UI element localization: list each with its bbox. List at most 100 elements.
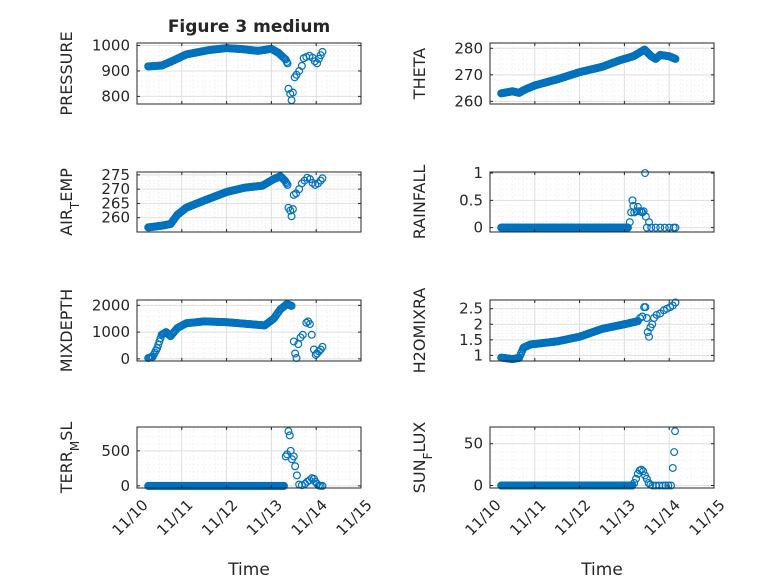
y-axis-label: MIXDEPTH [57,289,76,372]
y-tick-label: 900 [101,62,130,80]
axes-frame [489,42,715,105]
data-series [497,169,680,232]
axes-frame [136,426,362,489]
y-axis-label: RAINFALL [410,165,429,240]
y-tick-label: 260 [454,92,483,110]
data-point [282,179,291,188]
chart-title: Figure 3 medium [168,17,330,37]
data-series [497,298,680,364]
y-axis-label: PRESSURE [57,31,76,115]
subplot-sunflux: 0 50 11/10 11/11 11/12 11/13 11/14 11/15 SUNFLUX… [410,422,729,580]
data-point [313,59,322,68]
y-tick-label: 270 [454,66,483,84]
data-point [318,481,327,490]
data-point [636,207,645,216]
y-tick-label: 0.5 [459,191,483,209]
data-point [291,462,300,471]
subplot-pressure: 800 900 1000 PRESSURE Figure 3 medium [57,17,362,116]
x-tick-label: 11/13 [243,496,286,539]
data-point [318,342,327,351]
axes-frame [489,171,715,233]
y-tick-label: 1.5 [459,331,483,349]
x-tick-label: 11/13 [596,496,639,539]
minor-grid [490,427,714,488]
x-tick-label: 11/14 [641,496,684,539]
data-point [671,298,680,307]
y-tick-label: 2 [473,315,483,333]
axes-frame [489,426,715,489]
axes-frame [136,171,362,233]
data-point [652,310,661,319]
data-point [287,301,296,310]
data-point [632,474,641,483]
data-point [668,463,677,472]
data-series [144,300,327,363]
y-tick-label: 2.5 [459,300,483,318]
data-series [497,427,680,490]
data-point [285,431,294,440]
data-point [664,481,673,490]
y-tick-label: 270 [101,180,130,198]
data-point [671,427,680,436]
data-point [651,223,660,232]
data-series [144,427,327,490]
data-point [637,465,646,474]
y-tick-label: 280 [454,39,483,57]
x-tick-label: 11/11 [506,496,549,539]
data-point [644,478,653,487]
data-point [630,478,639,487]
y-axis-label: AIRTEMP [57,168,82,236]
data-point [623,223,632,232]
data-point [638,312,647,321]
data-point [645,332,654,341]
y-axis-label: THETA [410,48,429,100]
major-grid [489,43,715,104]
data-point [291,349,300,358]
data-point [625,218,634,227]
axes-frame [489,299,715,362]
data-point [641,169,650,178]
data-point [307,330,316,339]
data-point [666,481,675,490]
x-tick-label: 11/12 [551,496,594,539]
data-point [670,448,679,457]
axes-frame [136,299,362,362]
y-tick-label: 2000 [92,296,130,314]
subplot-theta: 260 270 280 THETA [410,39,715,110]
x-tick-label: 11/11 [153,496,196,539]
y-tick-label: 1 [473,164,483,182]
y-tick-label: 800 [101,87,130,105]
data-series [497,45,680,98]
x-tick-label: 11/14 [288,496,331,539]
data-point [318,47,327,56]
data-point [316,176,325,185]
x-tick-label: 11/10 [108,496,151,539]
data-point [298,330,307,339]
data-point [292,471,301,480]
minor-grid [490,43,714,104]
data-point [305,320,314,329]
subplot-h2omixra: 11.522.5 H2OMIXRA [410,288,715,373]
data-point [658,481,667,490]
y-axis-label: SUNFLUX [410,422,435,494]
data-point [283,59,292,68]
data-point [628,196,637,205]
data-point [292,354,301,363]
y-tick-label: 265 [101,194,130,212]
data-point [289,452,298,461]
data-point [297,61,306,70]
axes-frame [136,42,362,105]
y-tick-label: 0 [473,476,483,494]
data-point [305,476,314,485]
y-axis-label: TERRMSL [57,422,82,495]
y-tick-label: 50 [464,435,483,453]
data-point [656,223,665,232]
data-point [310,57,319,66]
data-point [647,223,656,232]
y-tick-label: 500 [101,442,130,460]
data-point [279,481,288,490]
data-point [318,174,327,183]
y-tick-label: 0 [473,219,483,237]
